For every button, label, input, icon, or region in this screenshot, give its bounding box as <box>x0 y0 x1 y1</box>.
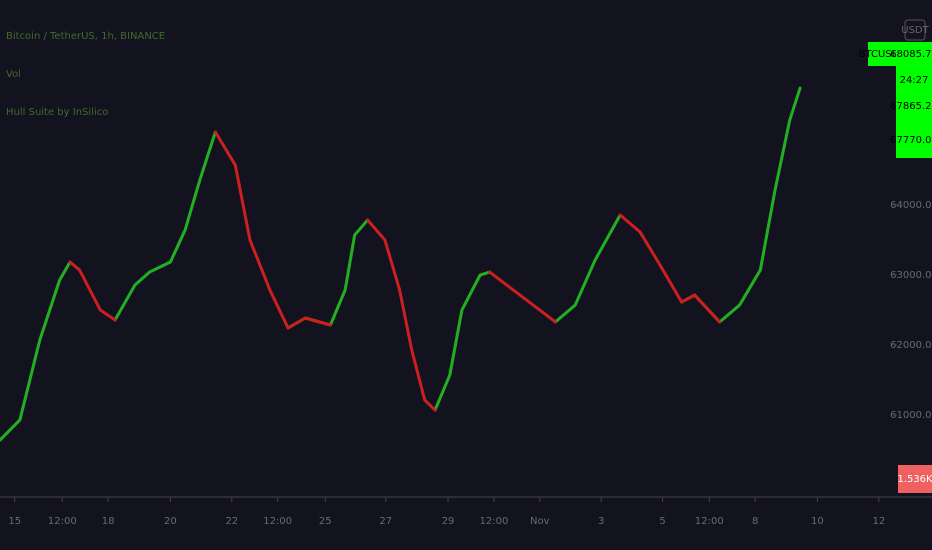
x-tick-label: 12:00 <box>48 516 77 527</box>
x-tick-label: 20 <box>164 516 177 527</box>
currency-button-label[interactable]: USDT <box>901 25 929 36</box>
x-tick-label: 12:00 <box>480 516 509 527</box>
x-tick-label: 15 <box>8 516 21 527</box>
x-tick-label: 10 <box>811 516 824 527</box>
x-tick-label: 29 <box>442 516 455 527</box>
x-tick-label: 22 <box>225 516 238 527</box>
x-tick-label: 18 <box>102 516 115 527</box>
indicator-label: Vol <box>6 69 21 80</box>
x-tick-label: 5 <box>659 516 665 527</box>
x-tick-label: 12 <box>872 516 885 527</box>
y-tick-label: 62000.00 <box>890 340 932 351</box>
price-tags <box>896 42 932 158</box>
chart-title: Bitcoin / TetherUS, 1h, BINANCE <box>6 31 165 42</box>
currency-button[interactable] <box>904 19 926 41</box>
x-tick-label: Nov <box>530 516 550 527</box>
y-tick-label: 63000.00 <box>890 270 932 281</box>
x-tick-label: 27 <box>379 516 392 527</box>
volume-tag-label: 1.536K <box>897 474 932 485</box>
price-tag: 67770.00 <box>890 135 932 146</box>
y-tick-label: 64000.00 <box>890 200 932 211</box>
volume-tag <box>898 465 932 493</box>
x-tick-label: 3 <box>598 516 604 527</box>
price-tag: 68085.70 <box>890 49 932 60</box>
x-tick-label: 25 <box>319 516 332 527</box>
x-tick-label: 12:00 <box>695 516 724 527</box>
x-tick-label: 12:00 <box>263 516 292 527</box>
price-tag: 24:27 <box>900 75 929 86</box>
y-tick-label: 61000.00 <box>890 410 932 421</box>
indicator-label: Hull Suite by InSilico <box>6 107 108 118</box>
symbol-tag <box>868 42 896 66</box>
x-tick-label: 8 <box>752 516 758 527</box>
hull-line <box>68 130 722 412</box>
symbol-tag-label: BTCUSDT <box>859 49 907 60</box>
hull-line <box>0 86 802 442</box>
price-tag: 67865.28 <box>890 101 932 112</box>
